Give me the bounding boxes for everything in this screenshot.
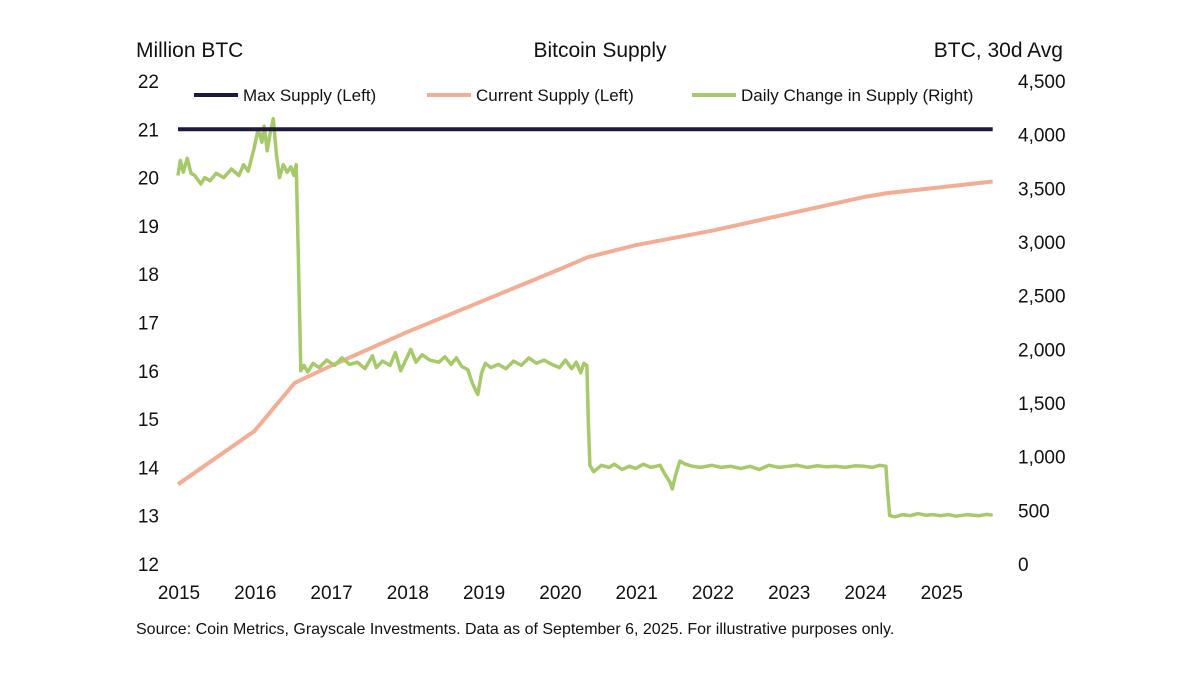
left-tick-label: 13 (138, 507, 159, 528)
left-tick-label: 15 (138, 410, 159, 431)
right-tick-label: 500 (1018, 501, 1050, 522)
left-tick-label: 20 (138, 169, 159, 190)
left-tick-label: 16 (138, 362, 159, 383)
right-tick-label: 2,000 (1018, 340, 1066, 361)
legend: Max Supply (Left) Current Supply (Left) Da… (194, 86, 973, 105)
right-tick-label: 4,500 (1018, 72, 1066, 93)
daily-change-in-supply-line (176, 116, 993, 519)
current-supply-line (176, 179, 993, 486)
left-tick-label: 19 (138, 217, 159, 238)
source-note: Source: Coin Metrics, Grayscale Investme… (136, 621, 894, 638)
x-tick-label: 2024 (844, 583, 887, 604)
left-tick-label: 22 (138, 72, 159, 93)
chart-title: Bitcoin Supply (533, 39, 667, 62)
legend-label-daily-change-in-supply: Daily Change in Supply (Right) (741, 86, 973, 105)
x-tick-label: 2017 (310, 583, 352, 604)
left-tick-label: 12 (138, 555, 159, 576)
x-tick-label: 2018 (387, 583, 429, 604)
legend-label-max-supply: Max Supply (Left) (243, 86, 376, 105)
right-tick-label: 3,000 (1018, 233, 1066, 254)
x-tick-label: 2022 (692, 583, 734, 604)
x-tick-label: 2023 (768, 583, 810, 604)
right-axis-label: BTC, 30d Avg (934, 39, 1063, 62)
x-tick-label: 2021 (616, 583, 658, 604)
x-tick-label: 2015 (158, 583, 200, 604)
legend-label-current-supply: Current Supply (Left) (476, 86, 634, 105)
series-layer (176, 116, 993, 519)
right-tick-label: 1,000 (1018, 448, 1066, 469)
x-axis-ticks: 2015 2016 2017 2018 2019 2020 2021 2022 2023 2024… (158, 583, 963, 604)
right-tick-label: 1,500 (1018, 394, 1066, 415)
x-tick-label: 2020 (539, 583, 581, 604)
right-tick-label: 4,000 (1018, 126, 1066, 147)
x-tick-label: 2025 (921, 583, 963, 604)
x-tick-label: 2016 (234, 583, 276, 604)
left-tick-label: 18 (138, 265, 159, 286)
left-tick-label: 21 (138, 120, 159, 141)
right-tick-label: 3,500 (1018, 179, 1066, 200)
left-axis-label: Million BTC (136, 39, 243, 62)
x-tick-label: 2019 (463, 583, 505, 604)
right-tick-label: 0 (1018, 555, 1029, 576)
left-tick-label: 14 (138, 458, 160, 479)
left-axis-ticks: 12 13 14 15 16 17 18 19 20 21 22 (138, 72, 160, 576)
right-axis-ticks: 0 500 1,000 1,500 2,000 2,500 3,000 3,500 4,000 4… (1018, 72, 1066, 576)
left-tick-label: 17 (138, 314, 159, 335)
right-tick-label: 2,500 (1018, 287, 1066, 308)
